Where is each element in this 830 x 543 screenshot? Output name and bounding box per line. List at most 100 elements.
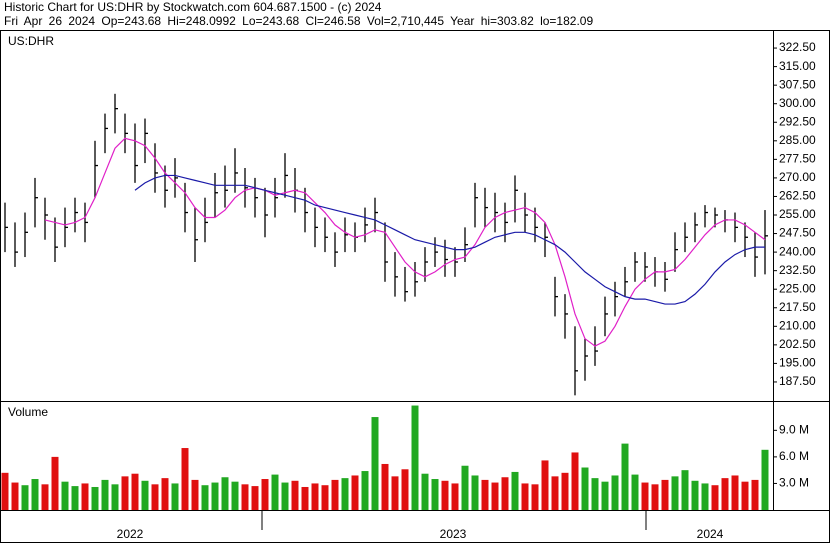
volume-bar xyxy=(451,483,459,510)
volume-bar xyxy=(761,449,769,510)
y-tick-label: 187.50 xyxy=(779,374,816,388)
y-tick-label: 3.0 M xyxy=(779,476,809,490)
y-tick-label: 307.50 xyxy=(779,77,816,91)
volume-bar xyxy=(151,484,159,510)
volume-bar xyxy=(111,484,119,510)
volume-bar xyxy=(21,485,29,510)
x-tick-label: 2022 xyxy=(117,527,144,541)
volume-bar xyxy=(541,460,549,510)
volume-bar xyxy=(301,486,309,510)
volume-bar xyxy=(91,486,99,510)
volume-bar xyxy=(461,465,469,510)
volume-bar xyxy=(701,483,709,510)
volume-bar xyxy=(511,471,519,510)
volume-bar xyxy=(531,484,539,510)
volume-bar xyxy=(181,448,189,510)
volume-bar xyxy=(251,486,259,510)
y-tick-label: 285.00 xyxy=(779,133,816,147)
volume-bar xyxy=(1,472,9,510)
y-tick-label: 210.00 xyxy=(779,318,816,332)
volume-bar xyxy=(641,482,649,510)
y-tick-label: 247.50 xyxy=(779,226,816,240)
volume-bar xyxy=(661,479,669,510)
y-tick-label: 240.00 xyxy=(779,244,816,258)
volume-bar xyxy=(171,483,179,510)
volume-bar xyxy=(551,476,559,510)
y-tick-label: 300.00 xyxy=(779,96,816,110)
volume-bar xyxy=(11,482,19,510)
y-tick-label: 255.00 xyxy=(779,207,816,221)
volume-bar xyxy=(241,484,249,510)
volume-bar xyxy=(521,483,529,510)
y-tick-label: 277.50 xyxy=(779,152,816,166)
volume-bar xyxy=(361,471,369,510)
volume-bar xyxy=(231,481,239,510)
volume-bar xyxy=(601,481,609,510)
volume-bar xyxy=(291,480,299,510)
volume-bar xyxy=(161,478,169,510)
volume-bar xyxy=(341,478,349,510)
volume-bar xyxy=(421,473,429,510)
volume-bar xyxy=(631,474,639,510)
moving-average xyxy=(44,137,766,347)
volume-bar xyxy=(191,479,199,510)
volume-bar xyxy=(621,443,629,510)
volume-bar xyxy=(411,405,419,510)
y-tick-label: 195.00 xyxy=(779,356,816,370)
volume-bar xyxy=(121,476,129,510)
volume-bar xyxy=(501,477,509,510)
y-tick-label: 232.50 xyxy=(779,263,816,277)
x-tick-label: 2023 xyxy=(440,527,467,541)
volume-bar xyxy=(321,485,329,510)
volume-bar xyxy=(311,483,319,510)
volume-bar xyxy=(71,486,79,510)
volume-bar xyxy=(381,463,389,510)
volume-bar xyxy=(671,476,679,510)
volume-bar xyxy=(201,485,209,510)
volume-label: Volume xyxy=(8,405,48,419)
volume-bar xyxy=(591,478,599,510)
volume-bar xyxy=(41,484,49,510)
volume-bar xyxy=(431,479,439,510)
volume-bar xyxy=(731,475,739,510)
volume-bar xyxy=(441,480,449,510)
x-tick-label: 2024 xyxy=(697,527,724,541)
volume-bar xyxy=(351,475,359,510)
volume-bar xyxy=(261,479,269,510)
volume-bar xyxy=(611,475,619,510)
volume-bar xyxy=(681,470,689,510)
moving-average xyxy=(134,174,765,305)
y-tick-label: 292.50 xyxy=(779,114,816,128)
header-title: Historic Chart for US:DHR by Stockwatch.… xyxy=(4,0,382,14)
volume-bar xyxy=(561,472,569,510)
volume-bar xyxy=(741,481,749,510)
volume-bar xyxy=(401,469,409,510)
volume-bar xyxy=(61,481,69,510)
price-label: US:DHR xyxy=(8,34,54,48)
volume-bar xyxy=(101,479,109,510)
volume-bar xyxy=(331,479,339,510)
header-quote: Fri Apr 26 2024 Op=243.68 Hi=248.0992 Lo… xyxy=(4,14,593,28)
volume-bar xyxy=(711,485,719,510)
y-tick-label: 9.0 M xyxy=(779,422,809,436)
volume-bar xyxy=(751,479,759,510)
volume-bar xyxy=(51,456,59,510)
volume-bar xyxy=(691,480,699,510)
volume-bar xyxy=(371,417,379,510)
volume-bar xyxy=(211,482,219,510)
volume-bar xyxy=(571,452,579,510)
y-tick-label: 202.50 xyxy=(779,337,816,351)
volume-bar xyxy=(281,482,289,510)
volume-bar xyxy=(491,482,499,510)
y-tick-label: 315.00 xyxy=(779,59,816,73)
y-tick-label: 262.50 xyxy=(779,189,816,203)
y-tick-label: 225.00 xyxy=(779,281,816,295)
volume-bar xyxy=(81,483,89,510)
y-tick-label: 270.00 xyxy=(779,170,816,184)
volume-bar xyxy=(481,479,489,510)
volume-bar xyxy=(391,476,399,510)
volume-bar xyxy=(131,473,139,510)
volume-bar xyxy=(471,475,479,510)
y-tick-label: 322.50 xyxy=(779,40,816,54)
